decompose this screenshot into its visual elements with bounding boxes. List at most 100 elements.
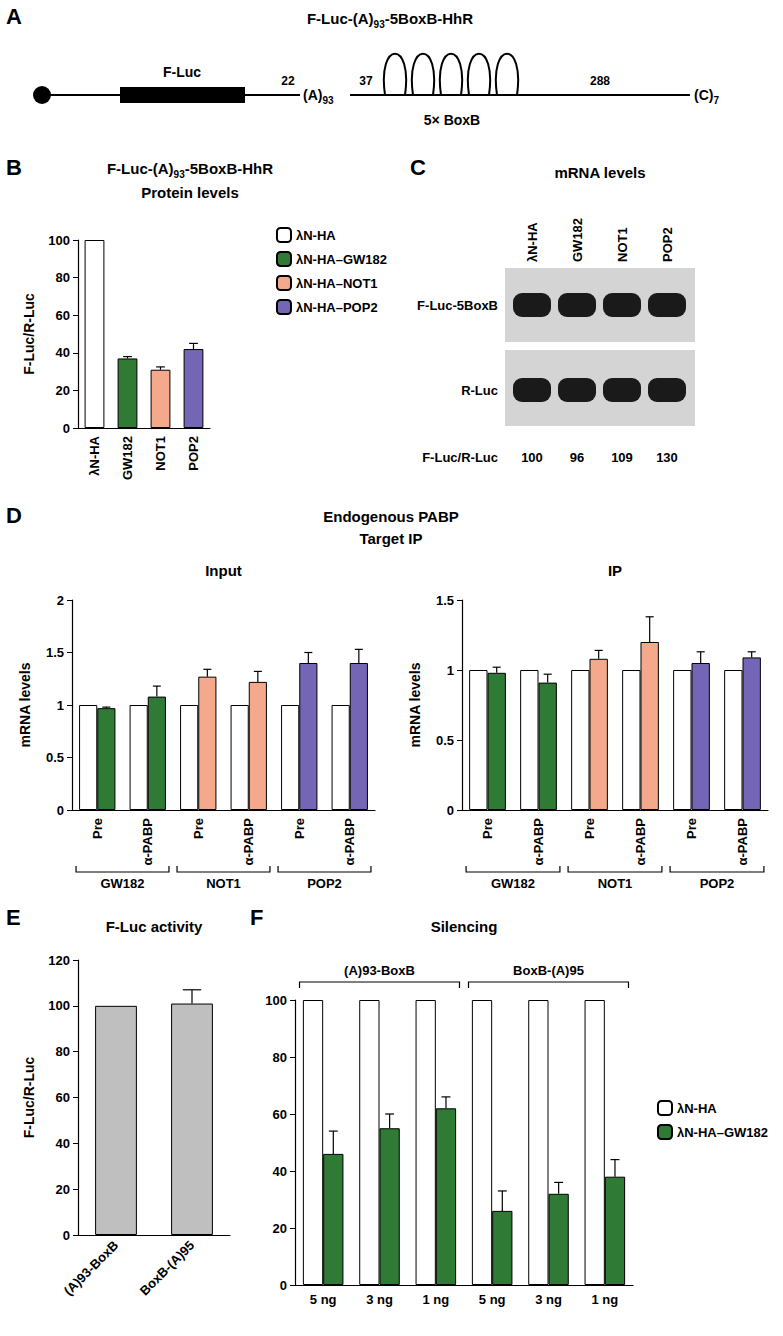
html-text:Endogenous PABP: Endogenous PABP (323, 508, 459, 525)
svg-text:37: 37 (359, 74, 373, 88)
svg-text:(C)7: (C)7 (694, 87, 719, 106)
svg-text:100: 100 (265, 993, 287, 1008)
svg-text:0: 0 (447, 803, 454, 818)
svg-text:0: 0 (63, 421, 70, 436)
svg-text:α-PABP: α-PABP (140, 818, 155, 866)
svg-text:0: 0 (63, 1228, 70, 1243)
svg-text:1: 1 (57, 698, 64, 713)
svg-text:λN-HA–GW182: λN-HA–GW182 (677, 1125, 768, 1140)
svg-text:20: 20 (56, 383, 70, 398)
svg-text:α-PABP: α-PABP (633, 818, 648, 866)
svg-text:F-Luc-(A)93-5BoxB-HhR: F-Luc-(A)93-5BoxB-HhR (307, 10, 473, 30)
svg-text:Pre: Pre (191, 818, 206, 839)
svg-text:GW182: GW182 (570, 218, 585, 262)
svg-text:(A)93: (A)93 (303, 87, 334, 106)
svg-text:(A)93-BoxB: (A)93-BoxB (344, 963, 415, 978)
svg-text:R-Luc: R-Luc (461, 383, 498, 398)
svg-text:(A)93-BoxB: (A)93-BoxB (61, 1238, 122, 1299)
html-text:F-Luc activity: F-Luc activity (105, 918, 203, 935)
svg-text:BoxB-(A)95: BoxB-(A)95 (137, 1238, 198, 1299)
svg-text:λN-HA: λN-HA (525, 222, 540, 262)
svg-text:Pre: Pre (480, 818, 495, 839)
svg-text:GW182: GW182 (120, 436, 135, 480)
svg-text:96: 96 (570, 450, 584, 465)
svg-text:Pre: Pre (292, 818, 307, 839)
svg-text:λN-HA: λN-HA (677, 1101, 717, 1116)
svg-text:120: 120 (48, 953, 70, 968)
svg-text:60: 60 (56, 1090, 70, 1105)
svg-text:λN-HA–POP2: λN-HA–POP2 (296, 300, 378, 315)
svg-text:1.5: 1.5 (46, 645, 64, 660)
svg-text:5 ng: 5 ng (479, 1292, 506, 1307)
svg-text:100: 100 (48, 233, 70, 248)
svg-text:Pre: Pre (90, 818, 105, 839)
svg-text:NOT1: NOT1 (598, 876, 633, 891)
svg-text:130: 130 (656, 450, 678, 465)
svg-text:60: 60 (56, 308, 70, 323)
svg-text:F-Luc/R-Luc: F-Luc/R-Luc (422, 450, 498, 465)
svg-text:100: 100 (48, 998, 70, 1013)
svg-text:GW182: GW182 (491, 876, 535, 891)
svg-text:α-PABP: α-PABP (342, 818, 357, 866)
svg-text:Pre: Pre (684, 818, 699, 839)
html-text:Silencing: Silencing (430, 918, 498, 935)
svg-text:2: 2 (57, 593, 64, 608)
svg-text:NOT1: NOT1 (153, 436, 168, 471)
svg-text:80: 80 (273, 1050, 287, 1065)
svg-text:22: 22 (281, 74, 295, 88)
svg-text:α-PABP: α-PABP (735, 818, 750, 866)
svg-text:0: 0 (280, 1278, 287, 1293)
svg-text:GW182: GW182 (100, 876, 144, 891)
html-text:C: C (410, 155, 426, 180)
html-text:Input: Input (205, 562, 242, 579)
svg-text:F-Luc/R-Luc: F-Luc/R-Luc (21, 293, 37, 375)
svg-text:80: 80 (56, 270, 70, 285)
svg-text:λN-HA–NOT1: λN-HA–NOT1 (296, 276, 378, 291)
html-text:A: A (6, 4, 22, 29)
svg-text:40: 40 (273, 1164, 287, 1179)
svg-text:mRNA levels: mRNA levels (407, 662, 423, 747)
svg-text:α-PABP: α-PABP (241, 818, 256, 866)
svg-text:40: 40 (56, 1136, 70, 1151)
svg-text:1: 1 (447, 663, 454, 678)
html-text:F-Luc-(A)93-5BoxB-HhR: F-Luc-(A)93-5BoxB-HhR (106, 160, 274, 180)
svg-text:POP2: POP2 (660, 227, 675, 262)
svg-text:1 ng: 1 ng (422, 1292, 449, 1307)
html-text:D: D (6, 503, 22, 528)
svg-text:POP2: POP2 (700, 876, 735, 891)
svg-text:λN-HA–GW182: λN-HA–GW182 (296, 252, 387, 267)
svg-text:288: 288 (590, 74, 610, 88)
svg-text:1 ng: 1 ng (591, 1292, 618, 1307)
svg-text:λN-HA: λN-HA (296, 228, 336, 243)
svg-text:5× BoxB: 5× BoxB (424, 112, 480, 128)
svg-text:POP2: POP2 (186, 436, 201, 471)
svg-text:1.5: 1.5 (436, 593, 454, 608)
svg-text:0: 0 (57, 803, 64, 818)
svg-text:α-PABP: α-PABP (531, 818, 546, 866)
html-text:Protein levels: Protein levels (141, 184, 239, 201)
svg-text:λN-HA: λN-HA (87, 435, 102, 475)
svg-text:40: 40 (56, 345, 70, 360)
svg-text:mRNA levels: mRNA levels (17, 662, 33, 747)
svg-text:0.5: 0.5 (436, 733, 454, 748)
svg-text:5 ng: 5 ng (310, 1292, 337, 1307)
svg-text:20: 20 (273, 1221, 287, 1236)
svg-text:F-Luc/R-Luc: F-Luc/R-Luc (21, 1056, 37, 1138)
svg-text:F-Luc: F-Luc (163, 64, 201, 80)
svg-text:Pre: Pre (582, 818, 597, 839)
svg-text:BoxB-(A)95: BoxB-(A)95 (513, 963, 584, 978)
svg-text:POP2: POP2 (307, 876, 342, 891)
svg-text:NOT1: NOT1 (206, 876, 241, 891)
svg-text:20: 20 (56, 1182, 70, 1197)
svg-text:100: 100 (521, 450, 543, 465)
svg-text:F-Luc-5BoxB: F-Luc-5BoxB (417, 298, 498, 313)
html-text:Target IP: Target IP (359, 530, 423, 547)
svg-text:0.5: 0.5 (46, 750, 64, 765)
svg-text:NOT1: NOT1 (615, 227, 630, 262)
svg-text:mRNA levels: mRNA levels (554, 164, 645, 181)
svg-text:80: 80 (56, 1044, 70, 1059)
svg-text:3 ng: 3 ng (535, 1292, 562, 1307)
svg-text:3 ng: 3 ng (366, 1292, 393, 1307)
svg-text:60: 60 (273, 1107, 287, 1122)
svg-text:109: 109 (611, 450, 633, 465)
